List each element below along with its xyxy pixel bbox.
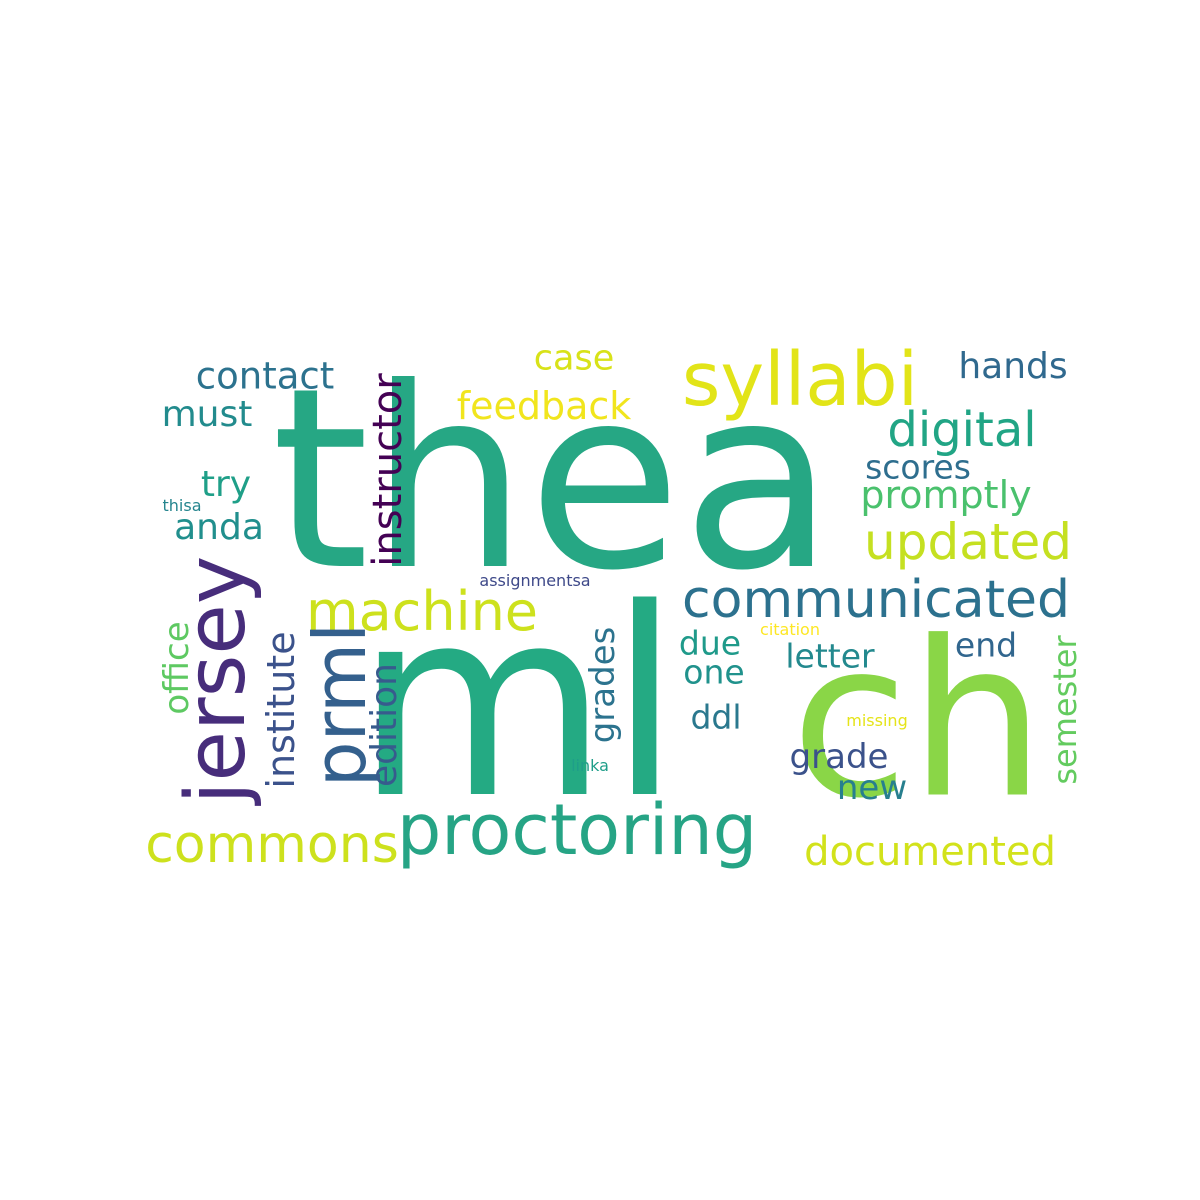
word-edition: edition [364, 663, 405, 787]
word-updated: updated [864, 513, 1072, 571]
word-hands: hands [958, 346, 1068, 387]
word-ml: ml [355, 554, 681, 856]
word-feedback: feedback [456, 384, 632, 428]
word-end: end [954, 625, 1018, 665]
word-office: office [157, 621, 197, 715]
word-citation: citation [760, 620, 820, 639]
word-thea: thea [271, 334, 835, 625]
word-try: try [200, 464, 252, 505]
word-promptly: promptly [860, 473, 1032, 517]
word-proctoring: proctoring [396, 789, 758, 871]
word-anda: anda [174, 507, 264, 548]
word-missing: missing [846, 711, 908, 730]
word-due: due [678, 623, 742, 663]
word-commons: commons [145, 815, 399, 875]
word-contact: contact [195, 354, 335, 398]
word-grade: grade [789, 737, 889, 777]
word-assignmentsa: assignmentsa [479, 571, 591, 590]
word-machine: machine [305, 580, 539, 643]
word-new: new [836, 768, 908, 808]
word-institute: institute [259, 631, 303, 789]
word-must: must [161, 394, 253, 435]
word-semester: semester [1046, 635, 1084, 785]
word-documented: documented [804, 829, 1056, 875]
word-ch: ch [790, 594, 1046, 846]
word-grades: grades [583, 626, 623, 744]
word-case: case [533, 338, 615, 379]
word-linka: linka [571, 756, 609, 775]
word-scores: scores [865, 447, 971, 487]
word-one: one [683, 652, 745, 692]
word-thisa: thisa [162, 496, 202, 515]
word-ddl: ddl [690, 697, 742, 737]
word-communicated: communicated [682, 570, 1070, 630]
word-letter: letter [785, 636, 875, 676]
word-digital: digital [887, 402, 1037, 458]
word-instructor: instructor [365, 373, 411, 567]
word-syllabi: syllabi [681, 337, 919, 423]
